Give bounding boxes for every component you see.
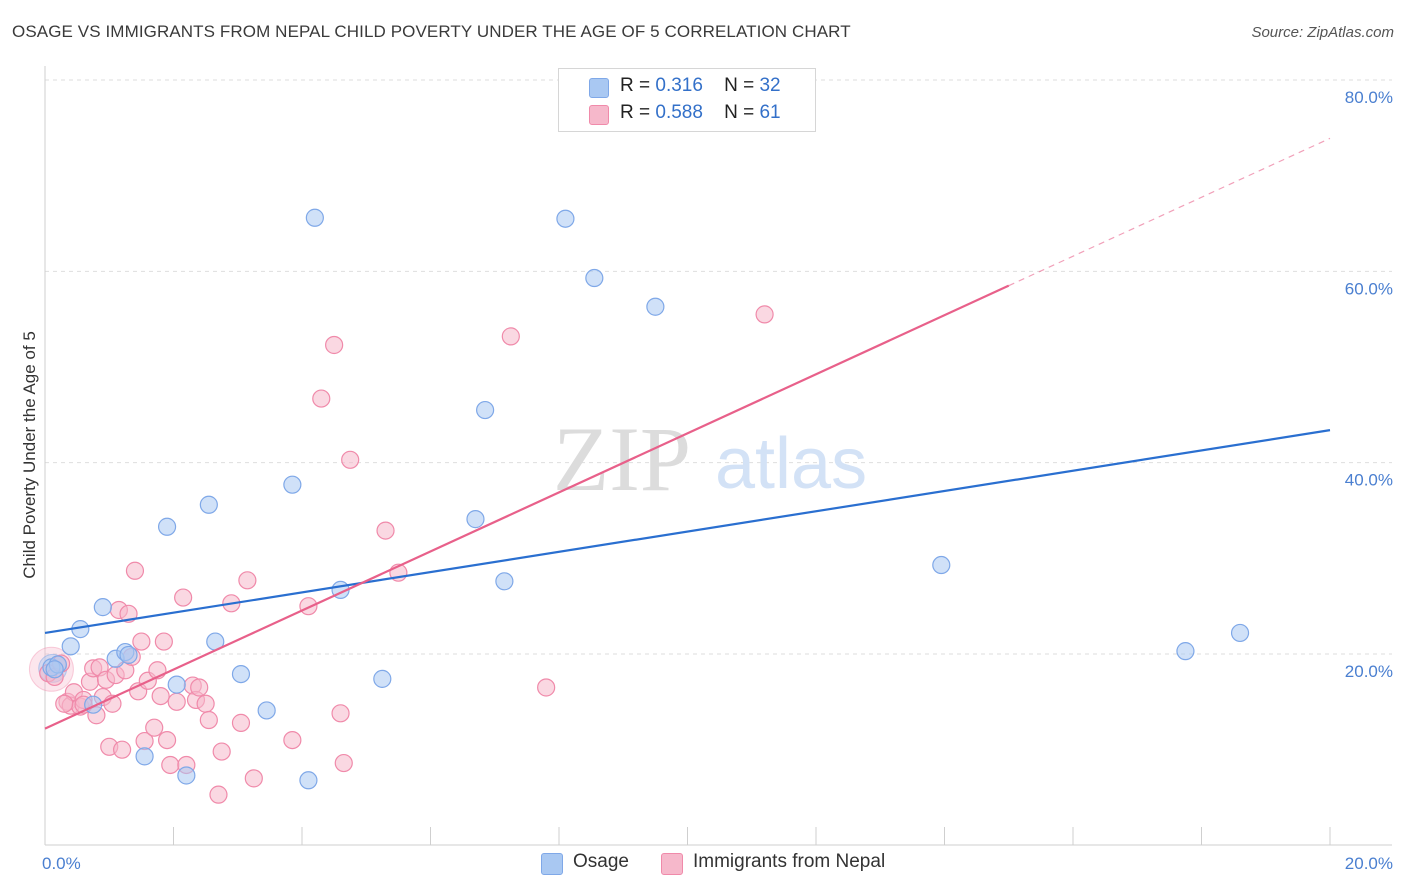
data-point xyxy=(55,694,74,713)
legend-n-label: N = xyxy=(724,102,755,123)
data-point xyxy=(1230,623,1250,643)
legend-n-label: N = xyxy=(724,75,755,96)
data-point xyxy=(93,598,112,617)
data-point xyxy=(376,521,395,540)
data-point xyxy=(283,730,302,750)
data-point xyxy=(312,389,331,408)
data-point xyxy=(501,327,520,346)
data-point xyxy=(167,692,186,711)
bottom-legend-label-nepal: Immigrants from Nepal xyxy=(693,851,886,872)
y-axis-label: Child Poverty Under the Age of 5 xyxy=(20,331,39,579)
data-point xyxy=(145,718,164,737)
bottom-legend-swatch-nepal xyxy=(661,853,683,875)
data-point xyxy=(151,686,170,706)
data-point xyxy=(190,678,209,697)
data-point xyxy=(331,704,350,723)
trend-line xyxy=(44,284,1010,730)
data-point xyxy=(299,771,318,790)
data-point xyxy=(125,561,145,580)
x-tick-label: 20.0% xyxy=(1345,854,1393,873)
legend: R = 0.316 N = 32 R = 0.588 N = 61 xyxy=(558,68,816,132)
data-point xyxy=(325,335,344,355)
data-point xyxy=(495,572,514,591)
data-point xyxy=(212,742,231,761)
data-point xyxy=(238,571,257,590)
legend-n-value: 61 xyxy=(759,102,781,123)
data-point xyxy=(244,769,263,788)
data-point xyxy=(45,660,64,679)
tick-labels: 20.0% 40.0% 60.0% 80.0% 0.0% 20.0% xyxy=(42,88,1393,873)
data-point xyxy=(135,747,154,766)
legend-r-label: R = xyxy=(620,75,651,96)
data-point xyxy=(199,495,218,514)
data-point xyxy=(196,694,215,713)
y-tick-label: 40.0% xyxy=(1345,471,1393,490)
data-point xyxy=(161,755,180,775)
data-point xyxy=(283,475,302,494)
legend-n-value: 32 xyxy=(759,75,781,96)
data-point xyxy=(646,297,665,316)
data-point xyxy=(209,785,228,804)
chart-title: OSAGE VS IMMIGRANTS FROM NEPAL CHILD POV… xyxy=(12,22,851,41)
data-point xyxy=(119,645,138,665)
data-point xyxy=(257,701,276,720)
data-point xyxy=(154,632,173,651)
x-tick-label: 0.0% xyxy=(42,854,81,873)
data-point xyxy=(556,209,575,228)
trend-lines xyxy=(44,137,1331,730)
watermark-atlas: atlas xyxy=(715,424,867,504)
data-point xyxy=(755,305,774,324)
data-point xyxy=(177,766,196,785)
data-point xyxy=(1176,642,1195,661)
data-point xyxy=(373,669,392,688)
data-point xyxy=(157,517,177,536)
bottom-legend-swatch-osage xyxy=(541,853,563,875)
grid-lines xyxy=(45,79,1392,655)
data-point xyxy=(231,664,251,684)
y-tick-label: 60.0% xyxy=(1345,279,1393,298)
data-point xyxy=(132,632,151,651)
data-point xyxy=(167,675,186,694)
data-point xyxy=(537,678,556,697)
y-tick-label: 20.0% xyxy=(1345,662,1393,681)
legend-swatch-nepal xyxy=(589,105,609,125)
data-point xyxy=(341,450,360,469)
legend-swatch-osage xyxy=(589,78,609,98)
data-point xyxy=(199,710,218,730)
data-point xyxy=(174,588,193,607)
watermark-zip: ZIP xyxy=(553,408,691,510)
legend-r-label: R = xyxy=(620,102,651,123)
data-point xyxy=(231,713,251,732)
data-point xyxy=(476,400,495,420)
bottom-legend-label-osage: Osage xyxy=(573,851,629,872)
legend-r-value: 0.588 xyxy=(655,102,703,123)
data-point xyxy=(112,740,132,759)
data-point xyxy=(61,637,80,656)
y-tick-label: 80.0% xyxy=(1345,88,1393,107)
source-label: Source: ZipAtlas.com xyxy=(1251,24,1394,41)
trend-line xyxy=(44,429,1331,635)
axes xyxy=(44,66,1392,846)
data-point xyxy=(585,268,604,288)
data-points xyxy=(28,208,1250,804)
data-point xyxy=(305,208,324,227)
data-point xyxy=(466,510,485,529)
data-point xyxy=(299,597,318,616)
trend-line-extension xyxy=(1008,137,1331,287)
legend-r-value: 0.316 xyxy=(655,75,703,96)
data-point xyxy=(334,753,353,773)
data-point xyxy=(157,730,177,750)
data-point xyxy=(932,555,951,575)
